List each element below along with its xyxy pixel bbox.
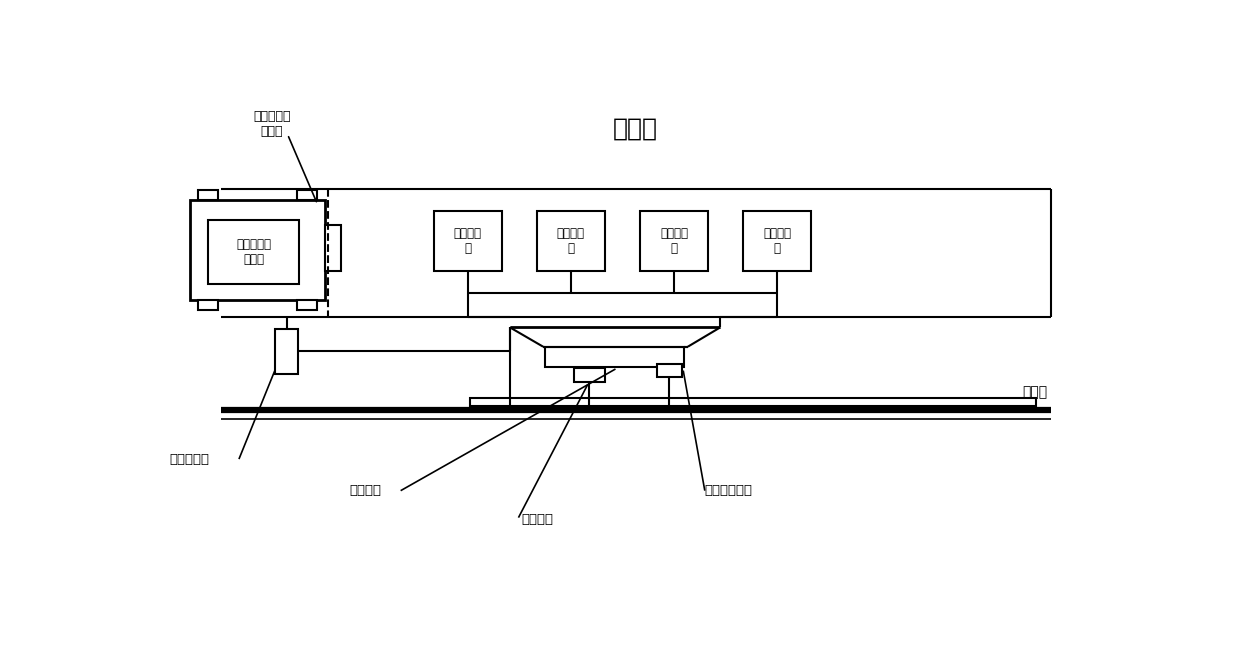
Text: 无线充电
器: 无线充电 器 (454, 227, 481, 255)
Bar (198, 190, 218, 200)
Bar (657, 363, 682, 377)
Bar (208, 220, 299, 284)
Bar (640, 211, 708, 271)
Text: 脉冲测量器: 脉冲测量器 (170, 453, 210, 466)
Text: 车载信号发
射单元: 车载信号发 射单元 (253, 110, 291, 138)
Bar (298, 190, 317, 200)
Bar (743, 211, 811, 271)
Text: 无线充电
器: 无线充电 器 (763, 227, 791, 255)
Text: 无线充电
器: 无线充电 器 (660, 227, 688, 255)
Text: 配电单元: 配电单元 (522, 514, 553, 526)
Text: 信号接收单元: 信号接收单元 (704, 484, 753, 497)
Bar (574, 368, 605, 382)
Text: 控制单元: 控制单元 (350, 484, 381, 497)
Text: 供电线: 供电线 (1022, 385, 1048, 399)
Bar (298, 300, 317, 310)
Bar (434, 211, 501, 271)
Bar (537, 211, 605, 271)
Bar (546, 346, 684, 367)
Bar (470, 398, 1035, 406)
Text: 无线充电
器: 无线充电 器 (557, 227, 585, 255)
Text: 车载电力接
收单元: 车载电力接 收单元 (236, 238, 272, 266)
Text: 输电区: 输电区 (613, 117, 658, 141)
Bar (275, 329, 299, 374)
Bar (191, 200, 325, 300)
Bar (198, 300, 218, 310)
Bar (325, 225, 341, 271)
